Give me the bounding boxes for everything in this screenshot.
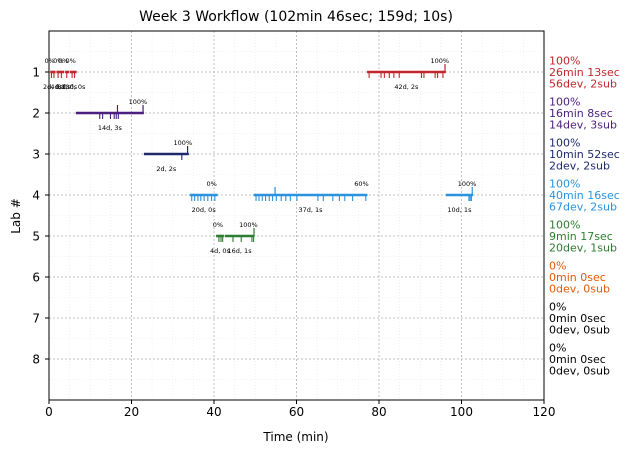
- lab-4-summary-line: 40min 16sec: [549, 189, 620, 202]
- y-tick-label: 4: [32, 189, 40, 203]
- y-tick-label: 8: [32, 353, 40, 367]
- lab-6-summary-line: 0min 0sec: [549, 271, 606, 284]
- lab-1-summary-line: 56dev, 2sub: [549, 78, 617, 91]
- segment-count-label: 8d, 0s: [57, 83, 78, 91]
- segment-percent-label: 0%: [213, 221, 223, 229]
- chart-title: Week 3 Workflow (102min 46sec; 159d; 10s…: [139, 9, 453, 25]
- x-tick-label: 80: [371, 405, 386, 419]
- lab-5-summary-line: 100%: [549, 219, 580, 232]
- segment-percent-label: 100%: [239, 221, 258, 229]
- segment-count-label: 37d, 1s: [298, 206, 323, 214]
- lab-7-summary-line: 0min 0sec: [549, 312, 606, 325]
- segment-count-label: 2d, 0s: [43, 83, 64, 91]
- segment-percent-label: 60%: [354, 180, 368, 188]
- segment-percent-label: 100%: [174, 139, 193, 147]
- lab-2-timeline: 100% 14d, 3s: [75, 98, 148, 132]
- lab-2-summary-line: 14dev, 3sub: [549, 119, 617, 132]
- lab-1-summary-line: 26min 13sec: [549, 66, 620, 79]
- lab-5-timeline: 0% 4d, 0s 100% 16d, 1s: [210, 221, 258, 255]
- segment-count-label: 20d, 0s: [192, 206, 217, 214]
- lab-5-summary-line: 9min 17sec: [549, 230, 613, 243]
- segment-count-label: 4d, 0s: [210, 247, 231, 255]
- x-tick-label: 100: [450, 405, 473, 419]
- x-tick-label: 20: [124, 405, 139, 419]
- y-tick-label: 5: [32, 230, 40, 244]
- segment-count-label: 16d, 1s: [228, 247, 253, 255]
- segment-count-label: 10d, 1s: [447, 206, 472, 214]
- segment-percent-label: 0%: [58, 57, 68, 65]
- lab-4-summary-line: 67dev, 2sub: [549, 201, 617, 214]
- lab-8-summary-line: 0min 0sec: [549, 353, 606, 366]
- segment-count-label: 4d, 0s: [50, 83, 71, 91]
- y-tick-label: 2: [32, 107, 40, 121]
- segment-percent-label: 0%: [65, 57, 75, 65]
- segment-percent-label: 100%: [129, 98, 148, 106]
- segment-count-label: 10d, 0s: [61, 83, 86, 91]
- x-axis-label: Time (min): [262, 430, 328, 444]
- lab-3-timeline: 100% 2d, 2s: [143, 139, 193, 173]
- lab-3-summary-line: 10min 52sec: [549, 148, 620, 161]
- segment-percent-label: 100%: [431, 57, 450, 65]
- lab-8-summary-line: 0dev, 0sub: [549, 365, 610, 378]
- lab-8-summary-line: 0%: [549, 342, 566, 355]
- lab-4-summary-line: 100%: [549, 178, 580, 191]
- lab-timelines: 0% 2d, 0s 0% 4d, 0s 0% 8d, 0s 0% 10d, 0s 100% 42d…: [43, 57, 476, 255]
- lab-3-summary-line: 100%: [549, 137, 580, 150]
- lab-4-timeline: 0% 20d, 0s 60% 37d, 1s 100% 10d, 1s: [189, 180, 477, 214]
- x-tick-label: 60: [289, 405, 304, 419]
- segment-percent-label: 100%: [458, 180, 477, 188]
- x-tick-label: 40: [206, 405, 221, 419]
- lab-2-summary-line: 16min 8sec: [549, 107, 613, 120]
- lab-1-timeline: 0% 2d, 0s 0% 4d, 0s 0% 8d, 0s 0% 10d, 0s 100% 42d…: [43, 57, 449, 91]
- segment-percent-label: 0%: [53, 57, 63, 65]
- y-tick-label: 6: [32, 271, 40, 285]
- segment-count-label: 2d, 2s: [156, 165, 177, 173]
- y-tick-label: 7: [32, 312, 40, 326]
- lab-5-summary-line: 20dev, 1sub: [549, 242, 617, 255]
- segment-percent-label: 0%: [44, 57, 54, 65]
- grid: [49, 31, 544, 400]
- lab-7-summary-line: 0%: [549, 301, 566, 314]
- x-tick-label: 0: [45, 405, 53, 419]
- segment-count-label: 14d, 3s: [98, 124, 123, 132]
- axes: 0 20 40 60 80 100 120 1 2 3 4 5 6 7 8: [32, 66, 555, 420]
- lab-3-summary-line: 2dev, 2sub: [549, 160, 610, 173]
- y-axis-label: Lab #: [9, 198, 23, 234]
- x-tick-label: 120: [533, 405, 556, 419]
- segment-percent-label: 0%: [207, 180, 217, 188]
- segment-count-label: 42d, 2s: [394, 83, 419, 91]
- y-tick-label: 3: [32, 148, 40, 162]
- lab-6-summary-line: 0%: [549, 260, 566, 273]
- lab-1-summary-line: 100%: [549, 55, 580, 68]
- lab-2-summary-line: 100%: [549, 96, 580, 109]
- lab-6-summary-line: 0dev, 0sub: [549, 283, 610, 296]
- lab-7-summary-line: 0dev, 0sub: [549, 324, 610, 337]
- y-tick-label: 1: [32, 66, 40, 80]
